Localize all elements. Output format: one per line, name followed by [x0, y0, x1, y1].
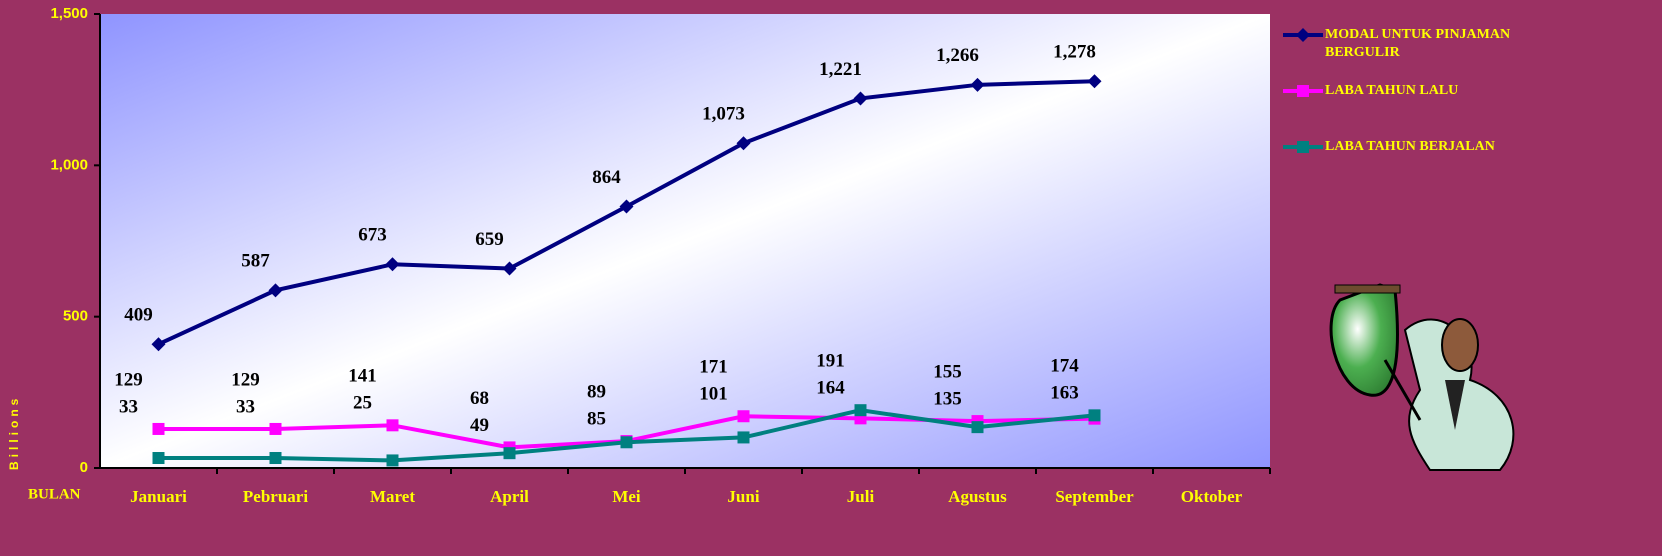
y-tick-label: 1,000 — [50, 156, 88, 173]
value-label: 68 — [470, 388, 489, 409]
legend-label: LABA TAHUN BERJALAN — [1325, 139, 1495, 154]
marker — [1296, 28, 1310, 42]
marker — [153, 452, 165, 464]
marker — [504, 447, 516, 459]
marker — [387, 419, 399, 431]
value-label: 129 — [114, 369, 143, 390]
x-tick-label: Juli — [847, 487, 875, 506]
marker — [153, 423, 165, 435]
value-label: 89 — [587, 381, 606, 402]
value-label: 135 — [933, 388, 962, 409]
value-label: 174 — [1050, 356, 1079, 377]
x-tick-label: April — [490, 487, 529, 506]
value-label: 33 — [119, 396, 138, 417]
value-label: 25 — [353, 393, 372, 414]
marker — [270, 452, 282, 464]
value-label: 1,221 — [819, 59, 862, 80]
x-tick-label: Pebruari — [243, 487, 308, 506]
value-label: 101 — [699, 384, 728, 405]
marker — [738, 410, 750, 422]
value-label: 85 — [587, 408, 606, 429]
value-label: 129 — [231, 369, 260, 390]
x-tick-label: Oktober — [1181, 487, 1243, 506]
marker — [1297, 85, 1309, 97]
clipart — [1331, 285, 1513, 470]
value-label: 33 — [236, 396, 255, 417]
marker — [738, 431, 750, 443]
marker — [1297, 141, 1309, 153]
value-label: 1,266 — [936, 45, 979, 66]
value-label: 673 — [358, 225, 387, 246]
y-tick-label: 1,500 — [50, 5, 88, 22]
value-label: 1,073 — [702, 104, 745, 125]
y-tick-label: 0 — [80, 459, 88, 476]
value-label: 163 — [1050, 383, 1079, 404]
x-tick-label: Agustus — [948, 487, 1007, 506]
marker — [972, 421, 984, 433]
x-tick-label: September — [1055, 487, 1134, 506]
value-label: 659 — [475, 229, 504, 250]
marker — [1089, 409, 1101, 421]
marker — [621, 436, 633, 448]
value-label: 171 — [699, 357, 728, 378]
value-label: 191 — [816, 351, 845, 372]
value-label: 587 — [241, 251, 270, 272]
value-label: 864 — [592, 167, 621, 188]
y-unit: Billions — [7, 395, 21, 470]
x-tick-label: Januari — [130, 487, 187, 506]
value-label: 164 — [816, 378, 845, 399]
x-axis-label: BULAN — [28, 486, 81, 502]
value-label: 409 — [124, 305, 153, 326]
y-tick-label: 500 — [63, 308, 88, 325]
value-label: 155 — [933, 361, 962, 382]
marker — [387, 454, 399, 466]
legend-label: LABA TAHUN LALU — [1325, 83, 1458, 98]
x-tick-label: Mei — [612, 487, 641, 506]
value-label: 49 — [470, 415, 489, 436]
value-label: 141 — [348, 366, 377, 387]
x-tick-label: Juni — [727, 487, 759, 506]
chart: Billions BULAN 0 500 1,000 1,500 Januari Pebr… — [0, 0, 1662, 556]
marker — [855, 404, 867, 416]
value-label: 1,278 — [1053, 42, 1096, 63]
marker — [270, 423, 282, 435]
x-tick-label: Maret — [370, 487, 415, 506]
